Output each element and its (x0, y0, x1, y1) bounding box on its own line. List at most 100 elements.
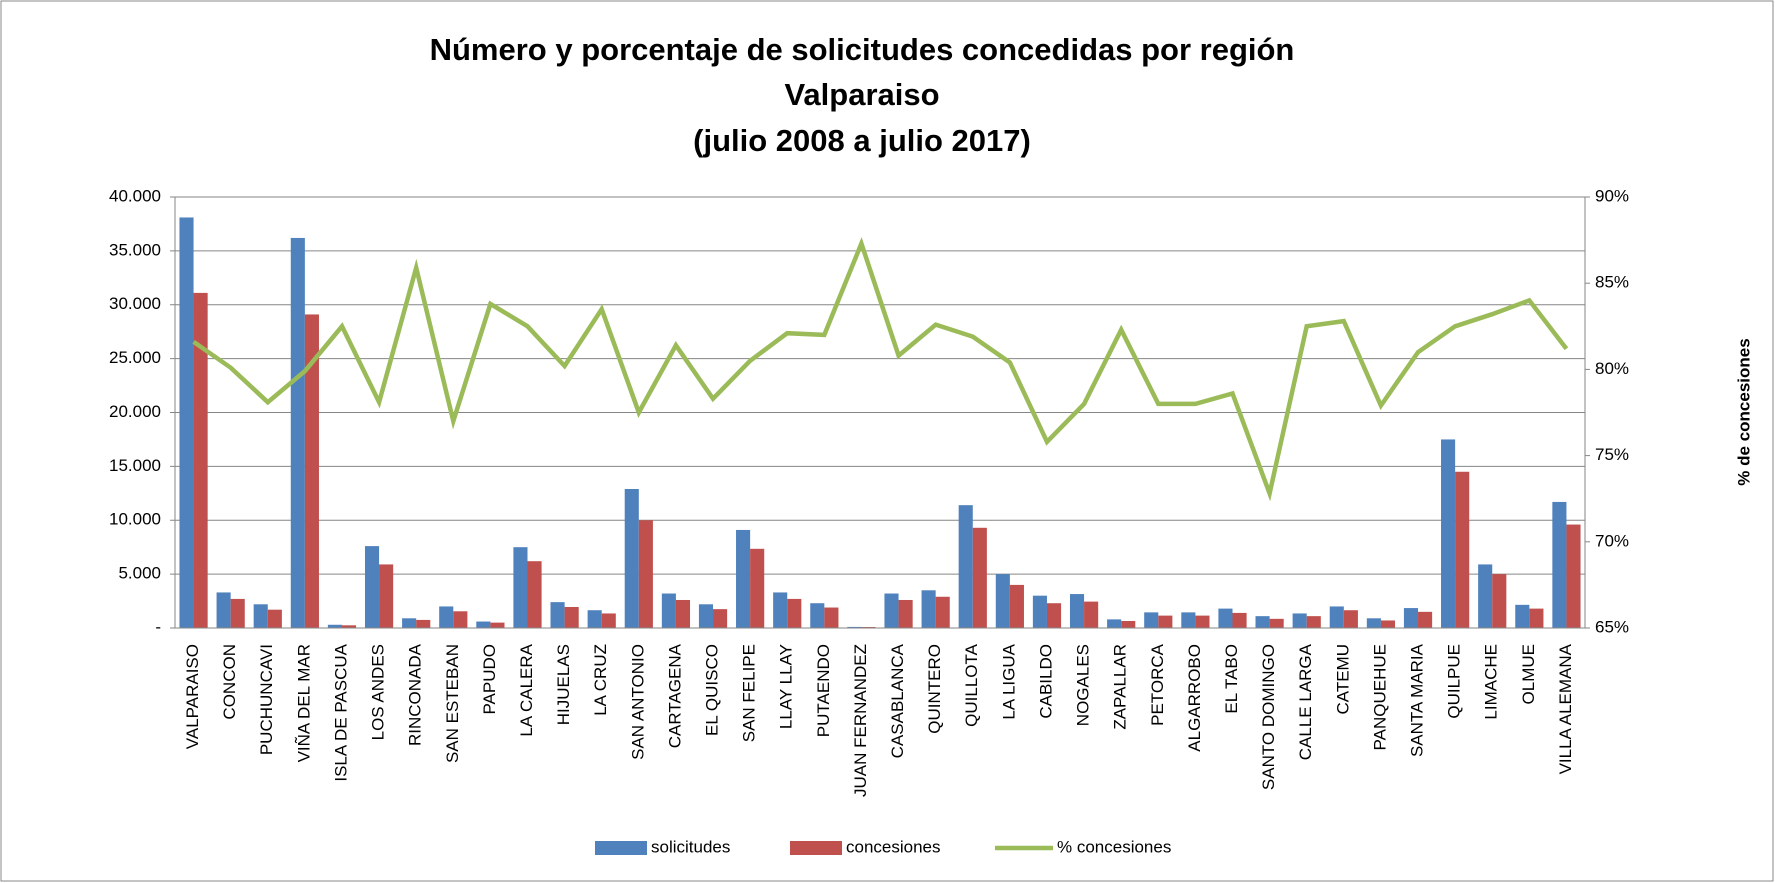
bar (527, 561, 542, 628)
bar (1255, 616, 1270, 628)
bar (1529, 608, 1544, 628)
legend-swatch (790, 841, 842, 855)
bar (1009, 584, 1024, 628)
bar (379, 564, 394, 628)
x-tick-label: LA CRUZ (591, 644, 610, 716)
x-tick-label: QUILPUE (1445, 644, 1464, 719)
bar (638, 520, 653, 628)
x-tick-label: VALPARAISO (183, 644, 202, 749)
y2-tick-label: 75% (1595, 445, 1629, 464)
bar (1455, 471, 1470, 628)
x-tick-label: LIMACHE (1482, 644, 1501, 720)
bar (513, 547, 528, 628)
line-series (192, 236, 1569, 502)
x-tick-label: PAPUDO (480, 644, 499, 715)
y-tick-label: 30.000 (109, 294, 161, 313)
chart-title: Número y porcentaje de solicitudes conce… (430, 32, 1295, 67)
x-tick-label: CONCON (220, 644, 239, 720)
bar (1032, 595, 1047, 628)
bar (402, 618, 417, 628)
bar (675, 599, 691, 628)
x-tick-label: CATEMU (1333, 644, 1352, 715)
y-tick-label: 35.000 (109, 240, 161, 259)
bar (958, 505, 973, 628)
bar (1492, 574, 1507, 628)
x-tick-label: SAN ANTONIO (628, 644, 647, 760)
bar (364, 546, 380, 628)
x-tick-label: LLAY LLAY (777, 644, 796, 729)
x-tick-label: CARTAGENA (665, 643, 684, 748)
bar (439, 606, 454, 628)
bar (1069, 594, 1085, 628)
bar (1478, 564, 1493, 628)
bar (736, 529, 751, 628)
y2-tick-label: 65% (1595, 617, 1629, 636)
y2-tick-label: 90% (1595, 186, 1629, 205)
y2-tick-label: 85% (1595, 273, 1629, 292)
y-tick-label: 25.000 (109, 348, 161, 367)
y-tick-label: 10.000 (109, 510, 161, 529)
bar (193, 292, 208, 628)
x-tick-label: PANQUEHUE (1370, 644, 1389, 750)
bar (341, 625, 357, 628)
bar (564, 606, 579, 628)
bar (416, 619, 431, 628)
bar (698, 604, 714, 628)
chart-title: Valparaiso (784, 77, 939, 112)
bar (490, 622, 505, 628)
bar (773, 592, 788, 628)
bar (253, 604, 268, 628)
bar (847, 626, 862, 628)
x-tick-label: LOS ANDES (369, 644, 388, 740)
x-tick-label: VILLA ALEMANA (1556, 643, 1575, 774)
bar (1084, 601, 1099, 628)
x-tick-label: SANTA MARIA (1408, 643, 1427, 757)
x-tick-label: PUCHUNCAVI (257, 644, 276, 755)
x-tick-label: QUILLOTA (962, 643, 981, 726)
bar (995, 574, 1010, 628)
bar (1121, 620, 1136, 628)
bar (624, 489, 639, 628)
bar (787, 598, 802, 628)
x-tick-label: RINCONADA (406, 643, 425, 746)
legend-label: solicitudes (651, 837, 730, 856)
bar (1441, 439, 1456, 628)
bar (216, 592, 231, 628)
x-tick-label: SANTO DOMINGO (1259, 644, 1278, 790)
x-tick-label: SAN FELIPE (740, 644, 759, 742)
x-tick-label: NOGALES (1074, 644, 1093, 726)
bar (1552, 501, 1567, 628)
y2-axis-label: % de concesiones (1734, 338, 1753, 485)
x-tick-label: SAN ESTEBAN (443, 644, 462, 763)
bar (810, 603, 825, 628)
bar (1181, 612, 1196, 628)
x-tick-label: CABILDO (1036, 644, 1055, 719)
bar (290, 237, 305, 628)
bar (550, 602, 565, 628)
bar (1418, 611, 1433, 628)
bar (972, 527, 987, 628)
x-tick-label: JUAN FERNANDEZ (851, 644, 870, 797)
y2-tick-label: 70% (1595, 531, 1629, 550)
x-tick-label: LA CALERA (517, 643, 536, 736)
bar (713, 609, 728, 628)
bar (476, 621, 491, 628)
bar (1343, 610, 1358, 628)
bar (1566, 524, 1581, 628)
y2-tick-label: 80% (1595, 359, 1629, 378)
x-tick-label: EL QUISCO (703, 644, 722, 736)
bar (1306, 616, 1321, 628)
bar (1158, 615, 1173, 628)
bar (921, 590, 936, 628)
x-tick-label: CALLE LARGA (1296, 643, 1315, 760)
bar (898, 599, 913, 628)
bar (661, 593, 676, 628)
x-tick-label: QUINTERO (925, 644, 944, 734)
bar (1195, 615, 1210, 628)
bar (884, 593, 899, 628)
bar (1380, 620, 1396, 628)
bar (824, 607, 839, 628)
bar (453, 611, 468, 628)
x-tick-label: LA LIGUA (999, 643, 1018, 719)
